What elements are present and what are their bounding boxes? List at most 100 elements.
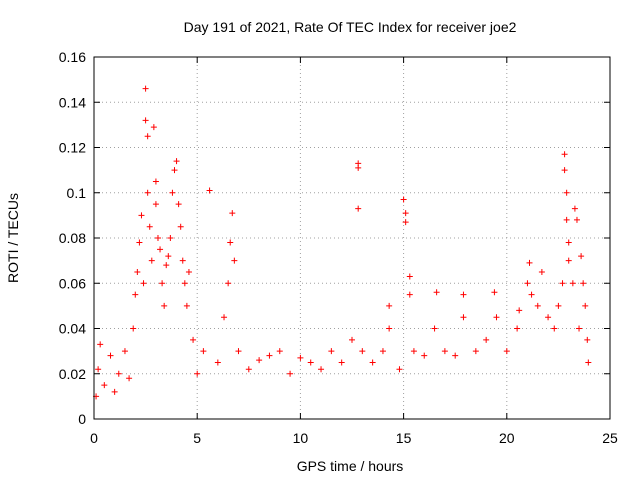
- y-tick-label: 0.1: [67, 185, 87, 201]
- data-point: [406, 273, 413, 280]
- data-point: [573, 216, 580, 223]
- data-point: [406, 291, 413, 298]
- data-point: [402, 219, 409, 226]
- data-point: [452, 352, 459, 359]
- data-point: [493, 314, 500, 321]
- data-point: [538, 268, 545, 275]
- y-tick-label: 0.04: [59, 321, 86, 337]
- data-point: [460, 291, 467, 298]
- data-point: [146, 223, 153, 230]
- data-point: [369, 359, 376, 366]
- data-point: [148, 257, 155, 264]
- data-point: [355, 205, 362, 212]
- data-point: [576, 325, 583, 332]
- data-point: [565, 257, 572, 264]
- data-point: [97, 341, 104, 348]
- x-axis-label: GPS time / hours: [297, 458, 404, 474]
- y-tick-label: 0.14: [59, 94, 86, 110]
- data-point: [359, 348, 366, 355]
- data-point: [287, 370, 294, 377]
- x-tick-label: 0: [90, 430, 98, 446]
- data-point: [421, 352, 428, 359]
- data-point: [580, 280, 587, 287]
- data-point: [524, 280, 531, 287]
- data-point: [214, 359, 221, 366]
- data-point: [179, 257, 186, 264]
- data-point: [171, 167, 178, 174]
- data-point: [181, 280, 188, 287]
- data-point: [582, 302, 589, 309]
- data-point: [266, 352, 273, 359]
- data-point: [138, 212, 145, 219]
- data-points: [93, 85, 592, 400]
- data-point: [126, 375, 133, 382]
- data-point: [276, 348, 283, 355]
- y-tick-label: 0.16: [59, 49, 86, 65]
- data-point: [227, 239, 234, 246]
- data-point: [472, 348, 479, 355]
- data-point: [130, 325, 137, 332]
- data-point: [152, 201, 159, 208]
- data-point: [190, 336, 197, 343]
- data-point: [571, 205, 578, 212]
- data-point: [221, 314, 228, 321]
- data-point: [225, 280, 232, 287]
- data-point: [545, 314, 552, 321]
- data-point: [483, 336, 490, 343]
- data-point: [235, 348, 242, 355]
- data-point: [152, 178, 159, 185]
- data-point: [569, 280, 576, 287]
- data-point: [132, 291, 139, 298]
- data-point: [297, 354, 304, 361]
- y-tick-label: 0: [78, 411, 86, 427]
- data-point: [175, 201, 182, 208]
- data-point: [200, 348, 207, 355]
- data-point: [183, 302, 190, 309]
- data-point: [516, 307, 523, 314]
- data-point: [402, 210, 409, 217]
- data-point: [431, 325, 438, 332]
- data-point: [563, 189, 570, 196]
- data-point: [167, 235, 174, 241]
- data-point: [101, 382, 108, 389]
- data-point: [115, 370, 122, 377]
- data-point: [491, 289, 498, 296]
- data-point: [349, 336, 355, 343]
- data-point: [229, 210, 236, 217]
- data-point: [561, 151, 568, 158]
- data-point: [144, 133, 151, 140]
- data-point: [561, 167, 568, 174]
- data-point: [559, 280, 566, 287]
- chart-title: Day 191 of 2021, Rate Of TEC Index for r…: [184, 19, 517, 35]
- data-point: [107, 352, 114, 359]
- grid-lines: [94, 57, 610, 419]
- data-point: [231, 257, 238, 264]
- data-point: [194, 370, 201, 377]
- data-point: [355, 164, 362, 171]
- data-point: [460, 314, 467, 321]
- data-point: [142, 85, 149, 92]
- data-point: [565, 239, 572, 246]
- data-point: [161, 302, 168, 309]
- y-tick-label: 0.06: [59, 275, 86, 291]
- data-point: [584, 336, 591, 343]
- data-point: [433, 289, 440, 296]
- data-point: [563, 216, 570, 223]
- data-point: [173, 158, 180, 165]
- y-tick-label: 0.08: [59, 230, 86, 246]
- data-point: [142, 117, 149, 124]
- data-point: [526, 259, 533, 266]
- data-point: [386, 325, 393, 332]
- data-point: [386, 302, 393, 309]
- data-point: [121, 348, 128, 355]
- x-tick-label: 5: [193, 430, 201, 446]
- x-tick-label: 25: [602, 430, 618, 446]
- data-point: [206, 187, 213, 194]
- data-point: [159, 280, 166, 287]
- data-point: [396, 366, 403, 373]
- data-point: [157, 246, 164, 253]
- data-point: [338, 359, 345, 366]
- data-point: [528, 291, 535, 298]
- data-point: [154, 235, 161, 241]
